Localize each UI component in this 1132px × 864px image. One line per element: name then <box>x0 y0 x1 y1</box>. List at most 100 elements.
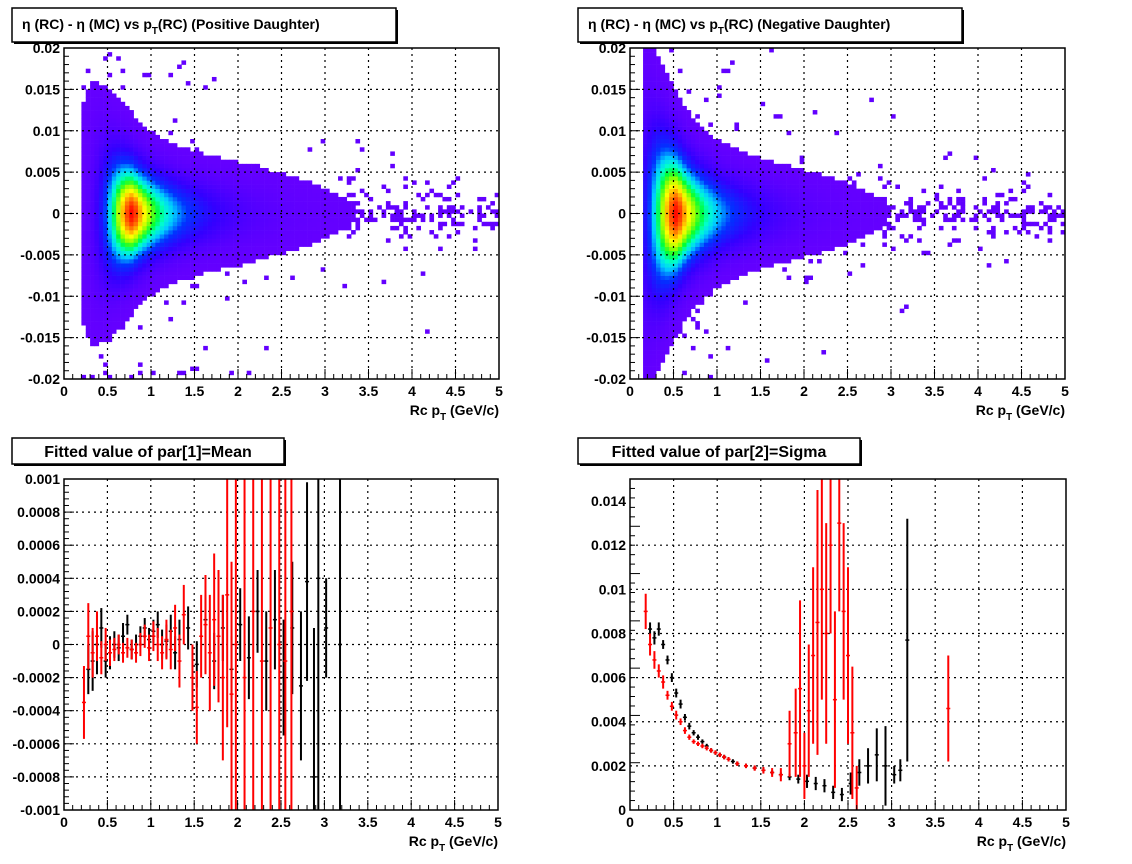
heatmap-cell <box>774 114 779 118</box>
heatmap-cell <box>186 197 191 201</box>
heatmap-cell <box>695 271 700 275</box>
heatmap-cell <box>674 280 679 284</box>
heatmap-cell <box>195 205 200 209</box>
heatmap-cell <box>386 189 391 193</box>
heatmap-cell <box>94 329 99 333</box>
heatmap-cell <box>682 226 687 230</box>
heatmap-cell <box>99 131 104 135</box>
heatmap-cell <box>656 255 661 259</box>
heatmap-cell <box>225 164 230 168</box>
heatmap-cell <box>747 234 752 238</box>
heatmap-cell <box>108 296 113 300</box>
x-tick-label: 3 <box>887 383 895 399</box>
heatmap-cell <box>90 205 95 209</box>
heatmap-cell <box>138 197 143 201</box>
heatmap-cell <box>295 234 300 238</box>
heatmap-cell <box>247 176 252 180</box>
heatmap-cell <box>787 255 792 259</box>
heatmap-cell <box>429 214 434 218</box>
heatmap-cell <box>151 238 156 242</box>
heatmap-cell <box>86 118 91 122</box>
heatmap-cell <box>177 263 182 267</box>
x-tick-label: 3.5 <box>925 383 945 399</box>
heatmap-cell <box>665 247 670 251</box>
heatmap-cell <box>721 226 726 230</box>
heatmap-cell <box>116 160 121 164</box>
heatmap-cell <box>700 205 705 209</box>
heatmap-cell <box>90 263 95 267</box>
heatmap-cell <box>273 197 278 201</box>
heatmap-cell <box>173 267 178 271</box>
heatmap-cell <box>151 218 156 222</box>
heatmap-cell <box>338 201 343 205</box>
heatmap-cell <box>995 201 1000 205</box>
heatmap-cell <box>761 193 766 197</box>
heatmap-cell <box>121 122 126 126</box>
x-tick-label: 4.5 <box>446 383 466 399</box>
heatmap-cell <box>264 238 269 242</box>
heatmap-cell <box>804 205 809 209</box>
heatmap-cell <box>308 147 313 151</box>
heatmap-cell <box>168 164 173 168</box>
heatmap-cell <box>652 172 657 176</box>
heatmap-cell <box>164 280 169 284</box>
heatmap-cell <box>834 197 839 201</box>
heatmap-cell <box>186 172 191 176</box>
heatmap-cell <box>652 81 657 85</box>
heatmap-cell <box>229 242 234 246</box>
heatmap-cell <box>142 172 147 176</box>
heatmap-cell <box>125 247 130 251</box>
heatmap-cell <box>81 122 86 126</box>
heatmap-cell <box>656 156 661 160</box>
heatmap-cell <box>121 325 126 329</box>
heatmap-cell <box>351 218 356 222</box>
heatmap-cell <box>155 176 160 180</box>
heatmap-cell <box>181 271 186 275</box>
heatmap-cell <box>264 201 269 205</box>
heatmap-cell <box>1035 222 1040 226</box>
heatmap-cell <box>782 222 787 226</box>
heatmap-cell <box>138 259 143 263</box>
heatmap-cell <box>195 189 200 193</box>
heatmap-cell <box>726 151 731 155</box>
heatmap-cell <box>199 271 204 275</box>
heatmap-cell <box>116 321 121 325</box>
heatmap-cell <box>700 156 705 160</box>
heatmap-cell <box>90 89 95 93</box>
heatmap-cell <box>121 197 126 201</box>
heatmap-cell <box>316 185 321 189</box>
heatmap-cell <box>804 176 809 180</box>
heatmap-cell <box>299 185 304 189</box>
heatmap-cell <box>90 135 95 139</box>
heatmap-cell <box>129 300 134 304</box>
heatmap-cell <box>160 280 165 284</box>
heatmap-cell <box>652 259 657 263</box>
heatmap-cell <box>643 300 648 304</box>
heatmap-cell <box>917 218 922 222</box>
heatmap-cell <box>295 189 300 193</box>
heatmap-cell <box>138 168 143 172</box>
heatmap-cell <box>652 89 657 93</box>
heatmap-cell <box>225 214 230 218</box>
heatmap-cell <box>778 176 783 180</box>
heatmap-cell <box>81 247 86 251</box>
heatmap-cell <box>1013 226 1018 230</box>
heatmap-cell <box>316 214 321 218</box>
heatmap-cell <box>717 226 722 230</box>
heatmap-cell <box>656 164 661 168</box>
heatmap-cell <box>747 197 752 201</box>
heatmap-cell <box>203 176 208 180</box>
heatmap-cell <box>173 143 178 147</box>
heatmap-cell <box>86 226 91 230</box>
heatmap-cell <box>486 205 491 209</box>
heatmap-cell <box>660 338 665 342</box>
heatmap-cell <box>821 197 826 201</box>
heatmap-cell <box>704 226 709 230</box>
heatmap-cell <box>721 234 726 238</box>
heatmap-cell <box>138 230 143 234</box>
heatmap-cell <box>739 263 744 267</box>
heatmap-cell <box>865 193 870 197</box>
heatmap-cell <box>774 193 779 197</box>
heatmap-cell <box>804 185 809 189</box>
heatmap-cell <box>708 234 713 238</box>
